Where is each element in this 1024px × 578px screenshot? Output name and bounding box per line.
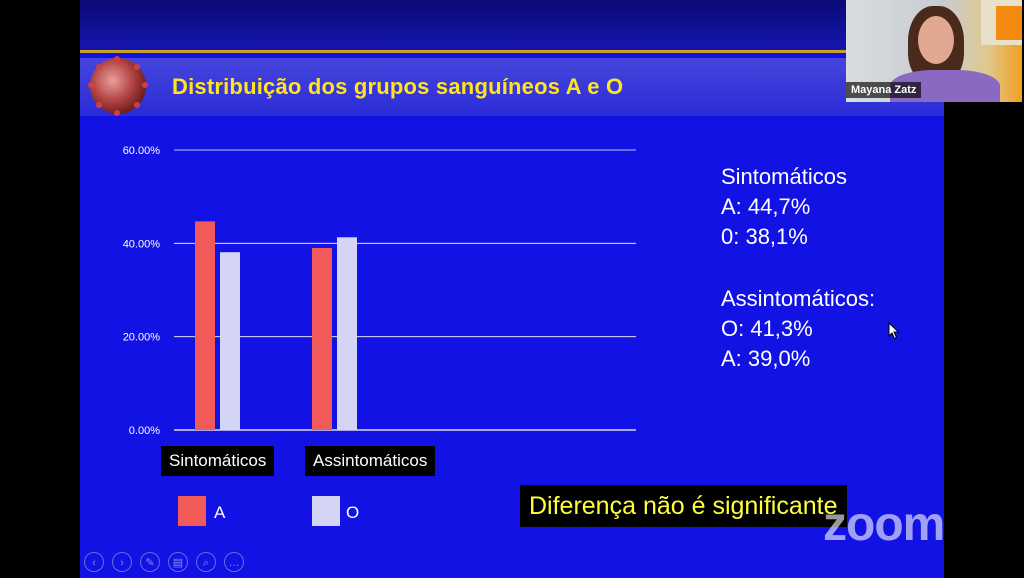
- slide-title: Distribuição dos grupos sanguíneos A e O: [172, 74, 624, 99]
- more-icon[interactable]: …: [224, 552, 244, 572]
- presentation-slide: Distribuição dos grupos sanguíneos A e O…: [80, 0, 944, 578]
- slide-divider: [80, 50, 944, 53]
- legend-label-o: O: [346, 503, 360, 522]
- y-tick-label: 20.00%: [123, 332, 161, 344]
- webcam-tile[interactable]: Mayana Zatz: [846, 0, 1022, 102]
- prev-icon[interactable]: ‹: [84, 552, 104, 572]
- category-label-assintomaticos: Assintomáticos: [305, 446, 436, 476]
- slideshow-controls: ‹ › ✎ ▤ ⌕ …: [84, 552, 244, 572]
- y-tick-label: 0.00%: [129, 425, 160, 437]
- stats-symptomatic: Sintomáticos A: 44,7% 0: 38,1%: [721, 162, 847, 252]
- slides-icon[interactable]: ▤: [168, 552, 188, 572]
- stats-line: A: 44,7%: [721, 194, 811, 219]
- y-tick-label: 40.00%: [123, 238, 161, 250]
- legend-label-a: A: [214, 503, 226, 522]
- category-label-sintomaticos: Sintomáticos: [161, 446, 275, 476]
- stats-heading: Sintomáticos: [721, 164, 847, 189]
- stats-line: O: 41,3%: [721, 316, 813, 341]
- coronavirus-icon: [88, 56, 148, 116]
- stats-line: A: 39,0%: [721, 346, 811, 371]
- bar-o-sintomáticos: [220, 252, 240, 430]
- bar-o-assintomáticos: [337, 237, 357, 430]
- significance-note: Diferença não é significante: [520, 485, 847, 527]
- stats-heading: Assintomáticos:: [721, 286, 876, 311]
- bar-a-sintomáticos: [195, 221, 215, 430]
- slide-top-band: [80, 0, 944, 52]
- webcam-background-art: [996, 6, 1022, 40]
- y-tick-label: 60.00%: [123, 145, 161, 157]
- title-bar: [80, 58, 944, 116]
- zoom-watermark: zoom: [823, 498, 945, 551]
- mouse-cursor-icon: [888, 322, 900, 340]
- participant-name: Mayana Zatz: [846, 82, 922, 98]
- bar-chart: 0.00% 20.00% 40.00% 60.00%: [123, 145, 636, 437]
- participant-face: [918, 16, 954, 64]
- stats-line: 0: 38,1%: [721, 224, 808, 249]
- zoom-icon[interactable]: ⌕: [196, 552, 216, 572]
- next-icon[interactable]: ›: [112, 552, 132, 572]
- legend-swatch-o: [312, 496, 340, 526]
- legend-swatch-a: [178, 496, 206, 526]
- pen-icon[interactable]: ✎: [140, 552, 160, 572]
- bar-a-assintomáticos: [312, 248, 332, 430]
- stats-asymptomatic: Assintomáticos: O: 41,3% A: 39,0%: [721, 284, 875, 374]
